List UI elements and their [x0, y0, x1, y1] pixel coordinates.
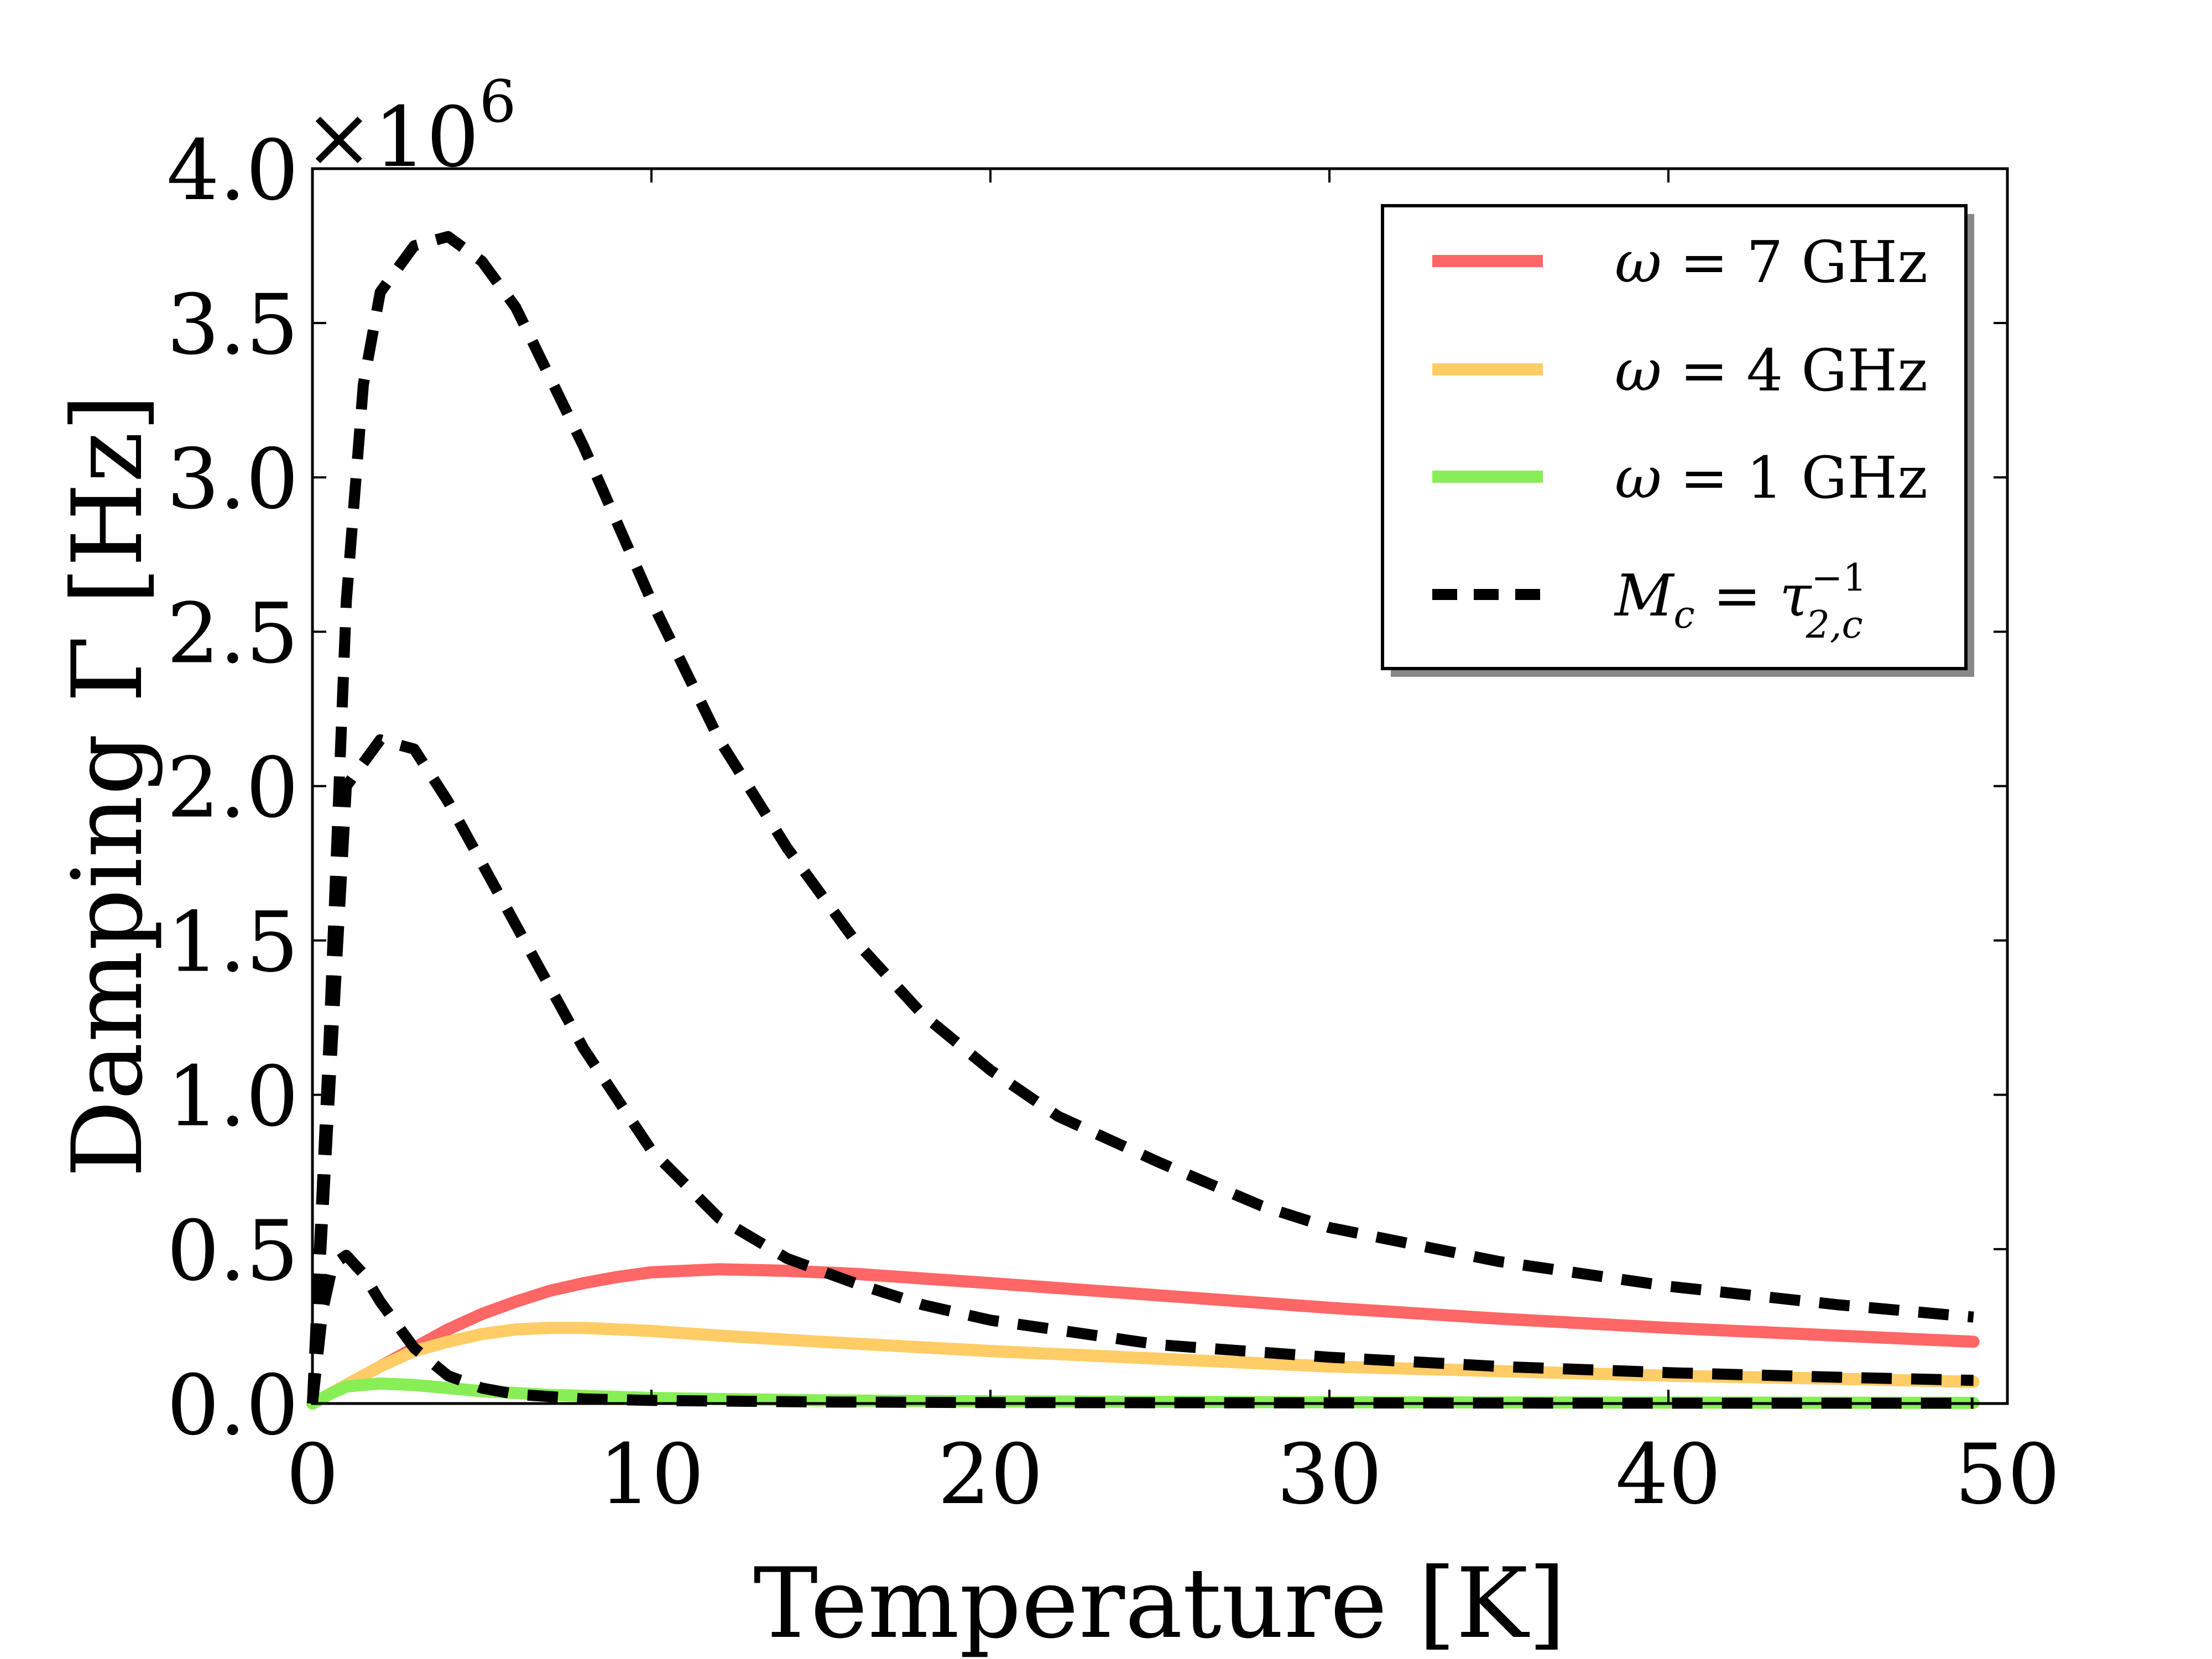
y-axis-title: Damping Γ [Hz]	[52, 394, 164, 1177]
ticks-layer: 0 10 20 30 40 50 0.0 0.5 1.0 1.5 2.0 2.5 3.0 3.5 4.0	[166, 123, 2060, 1523]
legend-items: ω = 7 GHz ω = 4 GHz ω = 1 GHz Mc = τ−1 2,c	[1432, 228, 1928, 647]
y-tick-label: 0.5	[166, 1203, 299, 1300]
legend-label-1: ω = 4 GHz	[1615, 337, 1928, 404]
y-tick-label: 1.0	[166, 1049, 299, 1145]
y-tick-label: 3.5	[166, 277, 299, 373]
y-tick-label: 4.0	[166, 123, 299, 219]
x-tick-label: 50	[1955, 1427, 2060, 1523]
y-scale-label: ×106	[304, 68, 516, 186]
x-axis-title: Temperature [K]	[753, 1548, 1566, 1659]
y-scale-exponent: 6	[479, 68, 517, 135]
x-tick-label: 40	[1616, 1427, 1721, 1523]
series-line-0	[306, 1263, 1980, 1410]
x-tick-label: 0	[286, 1427, 338, 1523]
y-tick-label: 2.5	[166, 586, 299, 682]
series-line-3	[307, 231, 1974, 1404]
y-tick-label: 1.5	[166, 895, 299, 991]
legend-label-3: Mc = τ−1 2,c	[1614, 556, 1867, 647]
y-tick-label: 3.0	[166, 431, 299, 528]
y-tick-label: 0.0	[166, 1358, 299, 1454]
x-tick-label: 30	[1277, 1427, 1383, 1523]
x-tick-label: 20	[938, 1427, 1044, 1523]
y-tick-label: 2.0	[166, 740, 299, 837]
x-tick-label: 10	[599, 1427, 705, 1523]
legend-label-2: ω = 1 GHz	[1615, 444, 1928, 512]
legend-label-0: ω = 7 GHz	[1615, 228, 1928, 296]
legend: ω = 7 GHz ω = 4 GHz ω = 1 GHz Mc = τ−1 2,c	[1381, 204, 1974, 677]
series-line-4	[307, 734, 1974, 1404]
